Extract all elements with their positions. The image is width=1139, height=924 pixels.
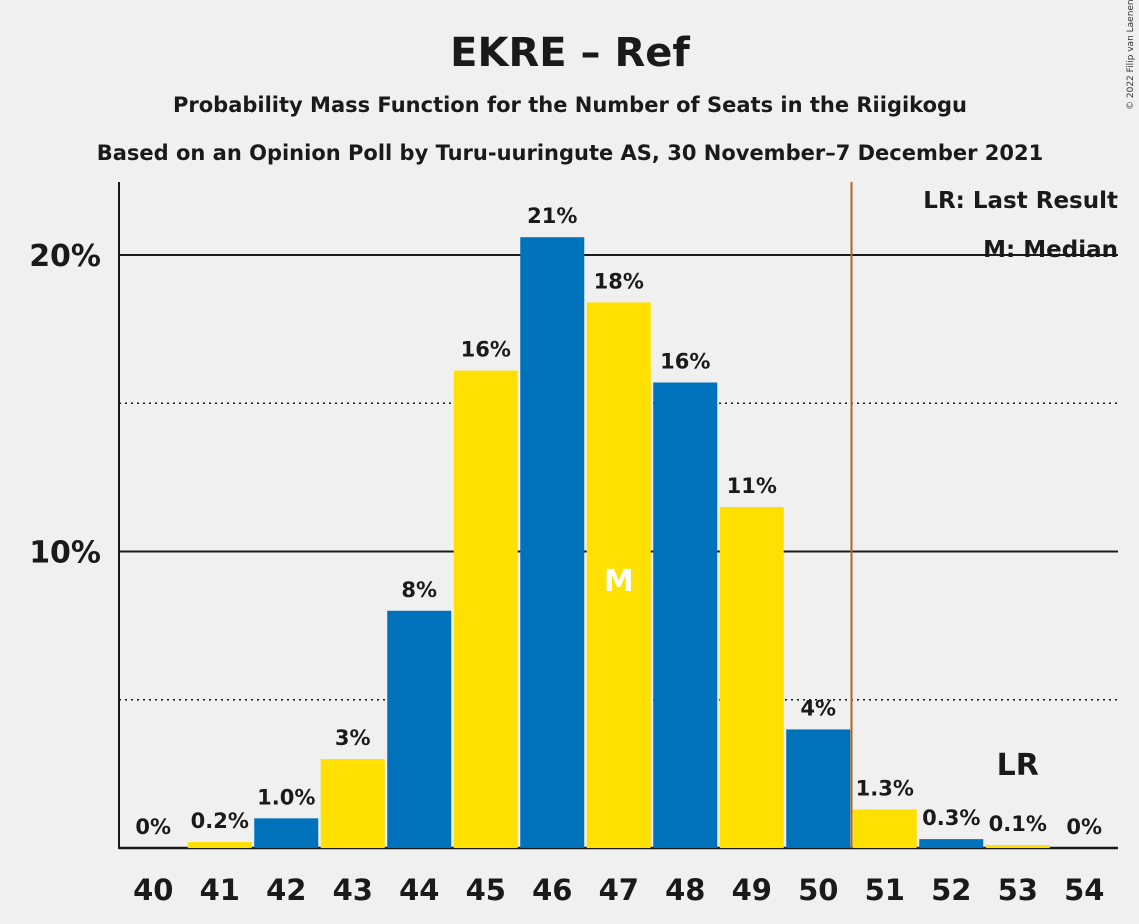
chart-subtitle-2: Based on an Opinion Poll by Turu-uuringu… xyxy=(97,141,1044,165)
data-label-42: 1.0% xyxy=(257,785,315,809)
x-tick-43: 43 xyxy=(333,873,373,907)
data-label-47: 18% xyxy=(594,269,644,293)
chart-subtitle: Probability Mass Function for the Number… xyxy=(173,93,967,117)
data-label-53: 0.1% xyxy=(989,812,1047,836)
data-label-52: 0.3% xyxy=(922,806,980,830)
x-tick-52: 52 xyxy=(931,873,971,907)
data-labels: 0% 0.2% 1.0% 3% 8% 16% 21% 18% 16% 11% 4% 1.3% 0.3% 0… xyxy=(135,204,1102,839)
bar-53 xyxy=(985,845,1050,848)
median-marker: M xyxy=(604,564,634,599)
x-tick-48: 48 xyxy=(665,873,705,907)
x-tick-49: 49 xyxy=(732,873,772,907)
data-label-46: 21% xyxy=(527,204,577,228)
x-tick-40: 40 xyxy=(133,873,173,907)
x-tick-47: 47 xyxy=(599,873,639,907)
bar-45 xyxy=(453,370,518,848)
bar-49 xyxy=(719,507,784,848)
data-label-44: 8% xyxy=(401,578,437,602)
last-result-marker: LR xyxy=(997,748,1039,783)
y-tick-labels: 10% 20% xyxy=(29,239,101,571)
x-tick-45: 45 xyxy=(466,873,506,907)
bar-43 xyxy=(320,759,385,848)
x-tick-54: 54 xyxy=(1064,873,1104,907)
x-tick-42: 42 xyxy=(266,873,306,907)
x-tick-50: 50 xyxy=(798,873,838,907)
markers: M LR xyxy=(604,182,1039,848)
data-label-54: 0% xyxy=(1066,815,1102,839)
x-tick-46: 46 xyxy=(532,873,572,907)
x-tick-labels: 40 41 42 43 44 45 46 47 48 49 50 51 52 53 54 xyxy=(133,873,1104,907)
copyright-text: © 2022 Filip van Laenen xyxy=(1126,0,1136,110)
data-label-51: 1.3% xyxy=(856,776,914,800)
legend-median: M: Median xyxy=(983,237,1118,263)
data-label-43: 3% xyxy=(335,726,371,750)
bar-42 xyxy=(254,818,319,848)
bar-47 xyxy=(586,302,651,848)
legend-last-result: LR: Last Result xyxy=(923,188,1118,214)
bar-44 xyxy=(387,610,452,848)
x-tick-51: 51 xyxy=(865,873,905,907)
x-tick-41: 41 xyxy=(200,873,240,907)
y-tick-label: 20% xyxy=(29,239,101,274)
data-label-45: 16% xyxy=(461,338,511,362)
bar-51 xyxy=(852,809,917,848)
bar-48 xyxy=(653,382,718,848)
chart-title: EKRE – Ref xyxy=(450,30,690,76)
bars xyxy=(187,237,1050,848)
data-label-48: 16% xyxy=(660,349,710,373)
bar-50 xyxy=(786,729,851,848)
bar-46 xyxy=(520,237,585,848)
bar-52 xyxy=(919,839,984,848)
bar-41 xyxy=(187,842,252,848)
x-tick-44: 44 xyxy=(399,873,439,907)
data-label-40: 0% xyxy=(135,815,171,839)
data-label-50: 4% xyxy=(800,696,836,720)
data-label-41: 0.2% xyxy=(191,809,249,833)
x-tick-53: 53 xyxy=(998,873,1038,907)
data-label-49: 11% xyxy=(727,474,777,498)
y-tick-label: 10% xyxy=(29,536,101,571)
